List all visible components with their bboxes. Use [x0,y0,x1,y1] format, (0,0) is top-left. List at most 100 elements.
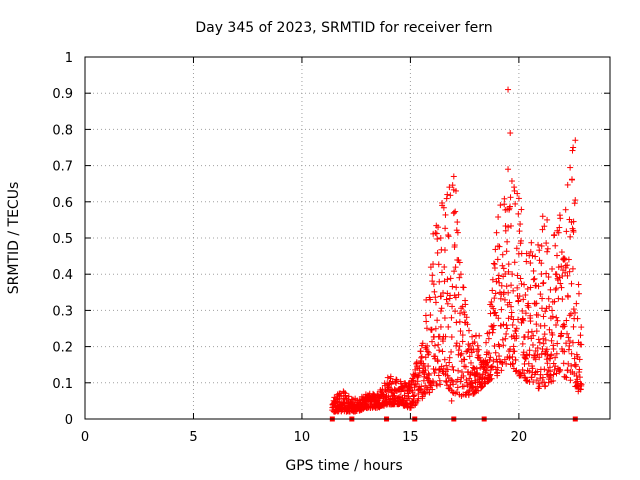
data-point [442,211,449,218]
y-tick-label: 0.9 [52,87,73,102]
data-point [508,178,515,185]
data-point [527,318,534,325]
data-point [531,352,538,359]
data-point [568,280,575,287]
data-point [469,333,476,340]
data-point [512,356,519,363]
data-point [510,343,517,350]
data-point [546,368,553,375]
data-point [493,229,500,236]
data-point [439,348,446,355]
data-point [475,346,482,353]
data-point [517,221,524,228]
data-point [472,387,479,394]
data-point [544,360,551,367]
data-point [525,329,532,336]
data-point [448,376,455,383]
data-point [563,317,570,324]
data-point [499,262,506,269]
data-point [486,356,493,363]
data-point [566,268,573,275]
data-point [501,296,508,303]
data-point [470,346,477,353]
data-point [342,392,349,399]
data-point [505,268,512,275]
data-point [419,340,426,347]
data-point [577,332,584,339]
data-point [568,310,575,317]
data-point [552,321,559,328]
data-point [490,305,497,312]
data-point [418,353,425,360]
data-point [542,308,549,315]
data-point [527,260,534,267]
data-point [380,391,387,398]
data-point [550,346,557,353]
data-point [443,296,450,303]
data-point [491,265,498,272]
data-point [547,372,554,379]
data-point [553,285,560,292]
data-point [456,259,463,266]
data-point [522,310,529,317]
data-point [434,358,441,365]
data-point [432,299,439,306]
data-point [563,374,570,381]
data-point [457,352,464,359]
data-point [510,360,517,367]
data-point [567,377,574,384]
data-point [461,356,468,363]
data-point [533,328,540,335]
data-point [490,260,497,267]
data-point [529,365,536,372]
data-point [544,216,551,223]
data-point [448,314,455,321]
data-point [546,303,553,310]
data-point [539,280,546,287]
data-point [572,379,579,386]
data-point [495,213,502,220]
data-point [527,312,534,319]
data-point [569,265,576,272]
data-point [552,242,559,249]
data-point [560,360,567,367]
data-point [527,284,534,291]
data-point [476,332,483,339]
data-point [473,365,480,372]
data-point [540,340,547,347]
data-point [509,321,516,328]
data-point [538,242,545,249]
data-point [457,271,464,278]
data-point [552,354,559,361]
data-point [456,274,463,281]
data-point [444,366,451,373]
data-point [560,255,567,262]
data-point [576,356,583,363]
data-point [425,370,432,377]
data-point [433,382,440,389]
data-point [559,273,566,280]
data-point [569,147,576,154]
data-point [418,354,425,361]
data-point [556,224,563,231]
data-point [566,342,573,349]
x-tick-label: 20 [511,430,528,445]
data-point [551,231,558,238]
data-point [418,383,425,390]
data-point [578,341,585,348]
ticks-layer [84,56,610,420]
data-point [557,215,564,222]
data-point [441,263,448,270]
data-point [562,264,569,271]
data-point [561,323,568,330]
data-point [441,356,448,363]
data-point [445,233,452,240]
data-point [428,382,435,389]
data-point [384,374,391,381]
data-point [452,208,459,215]
data-point [456,318,463,325]
data-point [489,276,496,283]
data-point [528,239,535,246]
y-tick-label: 0.3 [52,304,73,319]
data-point [464,321,471,328]
